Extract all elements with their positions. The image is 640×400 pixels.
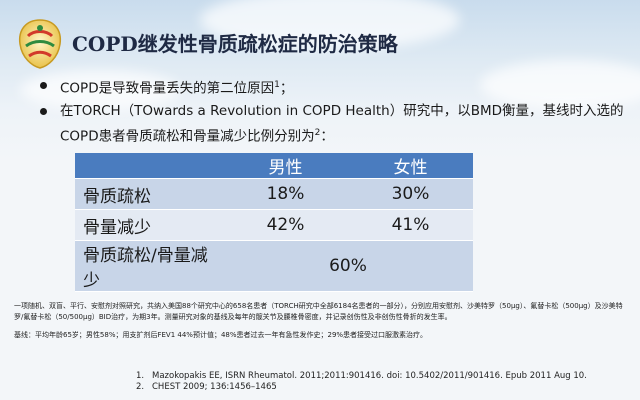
citation-superscript: 2 xyxy=(314,127,321,138)
reference-number: 2. xyxy=(136,382,145,392)
bullet-tail: ； xyxy=(279,80,294,97)
row-label: 骨量减少 xyxy=(75,209,223,241)
reference-text: Mazokopakis EE, ISRN Rheumatol. 2011;201… xyxy=(152,371,587,381)
table-row: 骨量减少 42% 41% xyxy=(75,209,473,241)
table-header-cell: 男性 xyxy=(223,153,348,179)
row-label: 骨质疏松 xyxy=(75,178,223,210)
reference-item: 1. Mazokopakis EE, ISRN Rheumatol. 2011;… xyxy=(136,371,587,382)
cloud xyxy=(200,0,460,50)
table-cell: 41% xyxy=(348,209,473,241)
table-cell: 60% xyxy=(223,240,473,292)
table-row: 骨质疏松 18% 30% xyxy=(75,178,473,210)
bullet-text: 在TORCH（TOwards a Revolution in COPD Heal… xyxy=(60,102,624,145)
background-sky xyxy=(0,0,640,160)
baseline-note: 基线：平均年龄65岁；男性58%；用支扩剂后FEV1 44%预计值；48%患者过… xyxy=(14,331,428,339)
table-header-cell: 女性 xyxy=(348,153,473,179)
bullet-dot-icon xyxy=(40,107,47,115)
bone-density-table: 男性 女性 骨质疏松 18% 30% 骨量减少 42% 41% 骨质疏松/骨量减… xyxy=(75,153,473,292)
bullet-text: COPD是导致骨量丢失的第二位原因 xyxy=(60,80,275,97)
table-cell: 42% xyxy=(223,209,348,241)
slide-title: COPD继发性骨质疏松症的防治策略 xyxy=(72,32,398,56)
cloud xyxy=(20,70,180,110)
table-cell: 30% xyxy=(348,178,473,210)
table-cell: 18% xyxy=(223,178,348,210)
citation-superscript: 1 xyxy=(274,80,280,90)
study-note: 一项随机、双盲、平行、安慰剂对照研究，共纳入美国88个研究中心的658名患者（T… xyxy=(14,302,623,321)
table-row: 骨质疏松/骨量减少 60% xyxy=(75,240,473,292)
cloud xyxy=(480,60,640,110)
row-label: 骨质疏松/骨量减少 xyxy=(75,240,223,292)
logo-emblem xyxy=(14,16,66,70)
reference-list: 1. Mazokopakis EE, ISRN Rheumatol. 2011;… xyxy=(136,371,587,393)
bullet-tail: ： xyxy=(320,128,334,144)
bullet-item: COPD是导致骨量丢失的第二位原因1； xyxy=(34,74,634,100)
reference-number: 1. xyxy=(136,371,145,381)
reference-item: 2. CHEST 2009; 136:1456–1465 xyxy=(136,382,587,393)
table-header-row: 男性 女性 xyxy=(75,153,473,179)
table-header-cell xyxy=(75,153,223,179)
bullet-dot-icon xyxy=(40,82,47,89)
reference-text: CHEST 2009; 136:1456–1465 xyxy=(152,382,277,392)
bullet-list: COPD是导致骨量丢失的第二位原因1； 在TORCH（TOwards a Rev… xyxy=(34,74,634,147)
bullet-item: 在TORCH（TOwards a Revolution in COPD Heal… xyxy=(34,100,634,148)
